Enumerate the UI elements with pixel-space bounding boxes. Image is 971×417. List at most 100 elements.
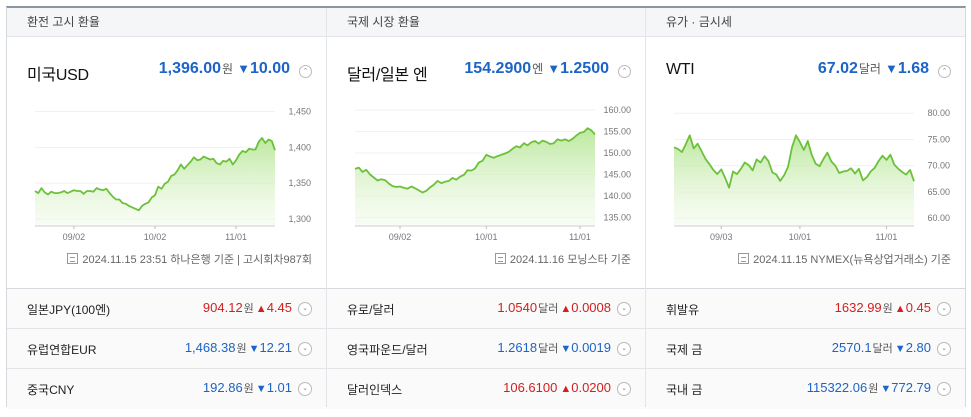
document-icon: [494, 253, 506, 264]
sub-quote-price: 1.2618: [497, 340, 538, 355]
sub-quote-row[interactable]: 중국CNY 192.86원 ▼1.01 ⌄: [7, 369, 326, 409]
toggle-up-icon[interactable]: ⌃: [299, 65, 312, 78]
source-note: 2024.11.15 NYMEX(뉴욕상업거래소) 기준: [738, 251, 951, 267]
document-icon: [738, 253, 750, 264]
up-arrow-icon: ▲: [894, 303, 906, 315]
sub-quote-unit: 원: [868, 383, 879, 395]
change-value: 1.68: [897, 60, 929, 77]
quote: 67.02달러 ▼1.68: [818, 60, 929, 78]
chart-svg: 80.00 75.00 70.00 65.00 60.00 09/03 10/01 11/01: [673, 108, 950, 242]
sub-quote-row[interactable]: 휘발유 1632.99원 ▲0.45 ⌄: [646, 289, 965, 329]
y-tick-label: 1,350: [288, 178, 311, 188]
chevron-down-icon[interactable]: ⌄: [298, 302, 312, 316]
sub-quote-row[interactable]: 국제 금 2570.1달러 ▼2.80 ⌄: [646, 329, 965, 369]
sub-quote-price: 115322.06: [806, 380, 868, 395]
sub-quote-name: 달러인덱스: [347, 383, 403, 397]
headline-quote[interactable]: 달러/일본 엔 154.2900엔 ▼1.2500 ⌃: [347, 60, 631, 84]
chevron-down-icon[interactable]: ⌄: [298, 342, 312, 356]
headline-quote[interactable]: 미국USD 1,396.00원 ▼10.00 ⌃: [27, 60, 312, 84]
x-tick-label: 10/01: [475, 232, 498, 242]
y-tick-label: 1,300: [288, 214, 311, 224]
area-fill: [355, 128, 595, 226]
source-note: 2024.11.15 23:51 하나은행 기준 | 고시회차987회: [67, 251, 312, 267]
price: 1,396.00: [158, 60, 222, 77]
y-tick-label: 155.00: [603, 127, 631, 137]
sub-quote-price: 192.86: [202, 380, 243, 395]
source-text: 2024.11.16 모닝스타 기준: [509, 254, 631, 266]
sub-quote-price: 1632.99: [834, 300, 882, 315]
sub-quote-change: 12.21: [259, 340, 292, 355]
y-tick-label: 135.00: [603, 212, 631, 222]
quote: 1,396.00원 ▼10.00: [159, 60, 290, 78]
sub-quote-unit: 원: [243, 303, 254, 315]
sub-quote-name: 중국CNY: [27, 383, 75, 397]
x-tick-label: 09/02: [389, 232, 412, 242]
chevron-down-icon[interactable]: ⌄: [937, 302, 951, 316]
sub-quote-change: 772.79: [891, 380, 931, 395]
y-tick-label: 75.00: [927, 134, 950, 144]
chevron-down-icon[interactable]: ⌄: [617, 302, 631, 316]
sub-quote-unit: 달러: [538, 343, 559, 355]
price-chart[interactable]: 1,450 1,400 1,350 1,300 09/02 10/02 11/01: [25, 96, 315, 246]
toggle-up-icon[interactable]: ⌃: [618, 65, 631, 78]
area-fill: [674, 135, 914, 226]
sub-quote-row[interactable]: 유로/달러 1.0540달러 ▲0.0008 ⌄: [327, 289, 645, 329]
chevron-down-icon[interactable]: ⌄: [298, 382, 312, 396]
sub-quote-change: 2.80: [905, 340, 931, 355]
up-arrow-icon: ▲: [560, 383, 572, 395]
chevron-down-icon[interactable]: ⌄: [617, 382, 631, 396]
price-chart[interactable]: 160.00 155.00 150.00 145.00 140.00 135.00 09/0…: [345, 96, 635, 246]
area-fill: [35, 138, 275, 226]
sub-quote-price: 1,468.38: [184, 340, 236, 355]
sub-quote-price: 106.6100: [503, 380, 558, 395]
sub-quote-price: 904.12: [202, 300, 243, 315]
x-tick-label: 11/01: [569, 232, 591, 242]
x-tick-label: 11/01: [225, 232, 247, 242]
series-line: [673, 134, 915, 189]
chevron-down-icon[interactable]: ⌄: [617, 342, 631, 356]
toggle-up-icon[interactable]: ⌃: [938, 65, 951, 78]
down-arrow-icon: ▼: [248, 343, 260, 355]
sub-quote-name: 국제 금: [666, 343, 703, 357]
column-header[interactable]: 유가 · 금시세: [646, 8, 965, 37]
column-header[interactable]: 국제 시장 환율: [327, 8, 645, 37]
headline-quote[interactable]: WTI 67.02달러 ▼1.68 ⌃: [666, 60, 951, 82]
sub-quote-row[interactable]: 유럽연합EUR 1,468.38원 ▼12.21 ⌄: [7, 329, 326, 369]
change-value: 1.2500: [560, 60, 609, 77]
sub-quote-row[interactable]: 국내 금 115322.06원 ▼772.79 ⌄: [646, 369, 965, 409]
sub-quote-change: 1.01: [266, 380, 292, 395]
y-tick-label: 160.00: [603, 105, 631, 115]
price-chart[interactable]: 80.00 75.00 70.00 65.00 60.00 09/03 10/01 11/01: [664, 96, 954, 246]
market-widget: 환전 고시 환율 미국USD 1,396.00원 ▼10.00 ⌃ 1,450 1,…: [6, 6, 966, 409]
asset-name: 달러/일본 엔: [347, 67, 428, 84]
sub-quote-row[interactable]: 영국파운드/달러 1.2618달러 ▼0.0019 ⌄: [327, 329, 645, 369]
y-tick-label: 1,400: [288, 142, 311, 152]
x-tick-label: 11/01: [876, 232, 898, 242]
column-header[interactable]: 환전 고시 환율: [7, 8, 326, 37]
sub-quote-name: 유럽연합EUR: [27, 343, 97, 357]
change-arrow-icon: ▼: [237, 61, 250, 76]
sub-quote-unit: 원: [236, 343, 247, 355]
price: 154.2900: [464, 60, 532, 77]
chevron-down-icon[interactable]: ⌄: [937, 382, 951, 396]
sub-quote-price: 1.0540: [497, 300, 538, 315]
down-arrow-icon: ▼: [255, 383, 267, 395]
sub-quote-row[interactable]: 달러인덱스 106.6100 ▲0.0200 ⌄: [327, 369, 645, 409]
sub-quote-value: 1.2618달러 ▼0.0019: [497, 340, 611, 356]
y-tick-label: 145.00: [603, 170, 631, 180]
sub-quote-list: 유로/달러 1.0540달러 ▲0.0008 ⌄ 영국파운드/달러 1.2618달러 ▼0.…: [327, 288, 645, 409]
sub-quote-value: 106.6100 ▲0.0200: [503, 380, 611, 395]
sub-quote-row[interactable]: 일본JPY(100엔) 904.12원 ▲4.45 ⌄: [7, 289, 326, 329]
price-unit: 원: [222, 62, 234, 76]
sub-quote-change: 0.0008: [571, 300, 611, 315]
sub-quote-name: 영국파운드/달러: [347, 343, 428, 357]
sub-quote-unit: 원: [882, 303, 893, 315]
sub-quote-value: 1632.99원 ▲0.45: [835, 300, 931, 316]
y-tick-label: 65.00: [927, 187, 950, 197]
up-arrow-icon: ▲: [560, 303, 572, 315]
source-note: 2024.11.16 모닝스타 기준: [494, 251, 631, 267]
change: ▼1.68: [885, 60, 929, 77]
market-column-2: 유가 · 금시세 WTI 67.02달러 ▼1.68 ⌃ 80.00 75.00 70…: [646, 8, 965, 409]
sub-quote-value: 115322.06원 ▼772.79: [807, 380, 931, 396]
chevron-down-icon[interactable]: ⌄: [937, 342, 951, 356]
